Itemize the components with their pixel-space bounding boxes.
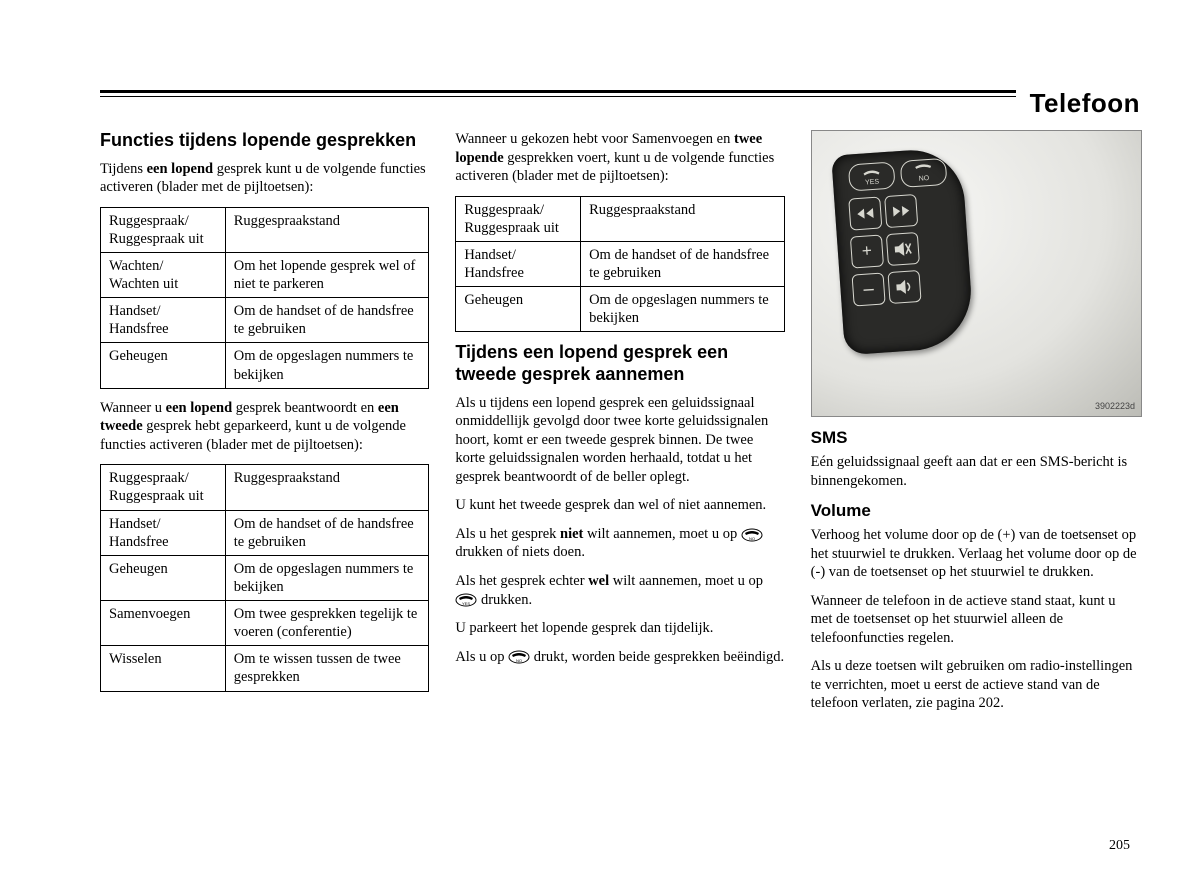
header-rule-thick (100, 90, 1140, 93)
table-one-call: Ruggespraak/ Ruggespraak uitRuggespraaks… (100, 207, 429, 389)
mute-icon (885, 232, 919, 266)
phone-yes-button-icon: YES (847, 161, 895, 191)
page-header-title: Telefoon (1016, 88, 1140, 119)
content-columns: Functies tijdens lopende gesprekken Tijd… (100, 130, 1140, 723)
column-3: YES NO + – (811, 130, 1140, 723)
col2-p3: U kunt het tweede gesprek dan wel of nie… (455, 496, 784, 515)
figure-id: 3902223d (1095, 401, 1135, 413)
header-rule-thin (100, 96, 1140, 97)
table-row: Handset/ HandsfreeOm de handset of de ha… (456, 241, 784, 286)
heading-sms: SMS (811, 427, 1140, 449)
table-row: Ruggespraak/ Ruggespraak uitRuggespraaks… (101, 207, 429, 252)
table-row: Handset/ HandsfreeOm de handset of de ha… (101, 298, 429, 343)
next-track-icon (884, 194, 918, 228)
table-row: Ruggespraak/ Ruggespraak uitRuggespraaks… (101, 465, 429, 510)
col2-p7: Als u op NO drukt, worden beide gesprekk… (455, 648, 784, 667)
column-2: Wanneer u gekozen hebt voor Samenvoegen … (455, 130, 784, 723)
prev-track-icon (848, 196, 882, 230)
col2-p4: Als u het gesprek niet wilt aannemen, mo… (455, 525, 784, 562)
heading-functies: Functies tijdens lopende gesprekken (100, 130, 429, 152)
phone-no-icon: NO (508, 650, 530, 664)
table-row: Handset/ HandsfreeOm de handset of de ha… (101, 510, 429, 555)
volume-down-icon: – (851, 272, 885, 306)
speaker-icon (887, 270, 921, 304)
phone-no-icon: NO (741, 528, 763, 542)
heading-second-call: Tijdens een lopend gesprek een tweede ge… (455, 342, 784, 385)
column-1: Functies tijdens lopende gesprekken Tijd… (100, 130, 429, 723)
volume-up-icon: + (850, 234, 884, 268)
col1-intro: Tijdens een lopend gesprek kunt u de vol… (100, 160, 429, 197)
table-row: WisselenOm te wissen tussen de twee gesp… (101, 646, 429, 691)
volume-p1: Verhoog het volume door op de (+) van de… (811, 526, 1140, 582)
col2-p2: Als u tijdens een lopend gesprek een gel… (455, 394, 784, 487)
col2-p6: U parkeert het lopende gesprek dan tijde… (455, 619, 784, 638)
heading-volume: Volume (811, 500, 1140, 522)
table-row: Ruggespraak/ Ruggespraak uitRuggespraaks… (456, 196, 784, 241)
keypad-illustration: YES NO + – (831, 147, 975, 356)
table-two-calls: Ruggespraak/ Ruggespraak uitRuggespraaks… (100, 464, 429, 691)
sms-text: Eén geluidssignaal geeft aan dat er een … (811, 453, 1140, 490)
col1-second-intro: Wanneer u een lopend gesprek beantwoordt… (100, 399, 429, 455)
svg-text:YES: YES (462, 601, 470, 606)
steering-keypad-figure: YES NO + – (811, 130, 1142, 417)
phone-no-button-icon: NO (899, 158, 947, 188)
table-row: SamenvoegenOm twee gesprekken tegelijk t… (101, 601, 429, 646)
volume-p2: Wanneer de telefoon in de actieve stand … (811, 592, 1140, 648)
col2-merge-intro: Wanneer u gekozen hebt voor Samenvoegen … (455, 130, 784, 186)
table-row: Wachten/ Wachten uitOm het lopende gespr… (101, 252, 429, 297)
page-number: 205 (1109, 838, 1130, 854)
table-row: GeheugenOm de opgeslagen nummers te beki… (456, 287, 784, 332)
manual-page: Telefoon Functies tijdens lopende gespre… (0, 0, 1200, 886)
phone-yes-icon: YES (455, 593, 477, 607)
svg-text:NO: NO (516, 658, 522, 663)
table-row: GeheugenOm de opgeslagen nummers te beki… (101, 555, 429, 600)
table-merged: Ruggespraak/ Ruggespraak uitRuggespraaks… (455, 196, 784, 333)
volume-p3: Als u deze toetsen wilt gebruiken om rad… (811, 657, 1140, 713)
col2-p5: Als het gesprek echter wel wilt aannemen… (455, 572, 784, 609)
svg-text:NO: NO (749, 536, 755, 541)
table-row: GeheugenOm de opgeslagen nummers te beki… (101, 343, 429, 388)
